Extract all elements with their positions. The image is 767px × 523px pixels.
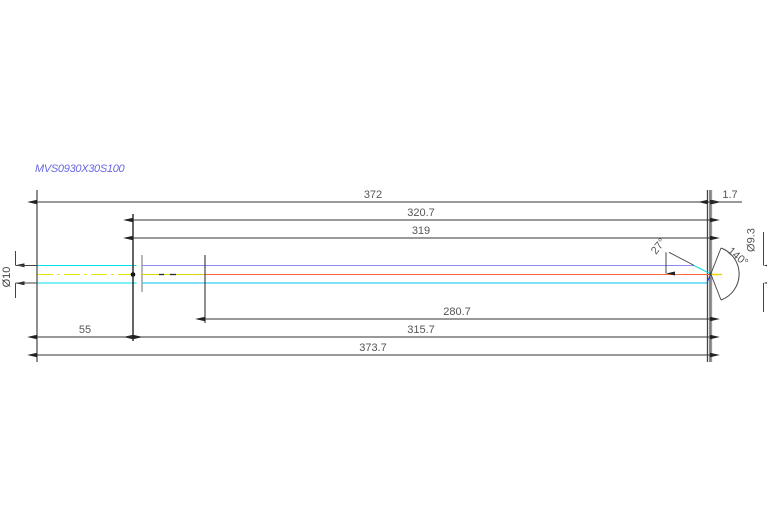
svg-text:Ø10: Ø10 <box>1 267 13 288</box>
svg-text:373.7: 373.7 <box>359 342 387 354</box>
svg-text:MVS0930X30S100: MVS0930X30S100 <box>35 163 126 175</box>
svg-text:320.7: 320.7 <box>407 207 435 219</box>
svg-text:Ø9.3: Ø9.3 <box>746 228 758 252</box>
svg-text:280.7: 280.7 <box>443 306 471 318</box>
svg-text:1.7: 1.7 <box>722 189 737 201</box>
svg-text:315.7: 315.7 <box>407 324 435 336</box>
svg-text:372: 372 <box>364 189 382 201</box>
svg-text:319: 319 <box>412 225 430 237</box>
svg-text:55: 55 <box>79 324 91 336</box>
